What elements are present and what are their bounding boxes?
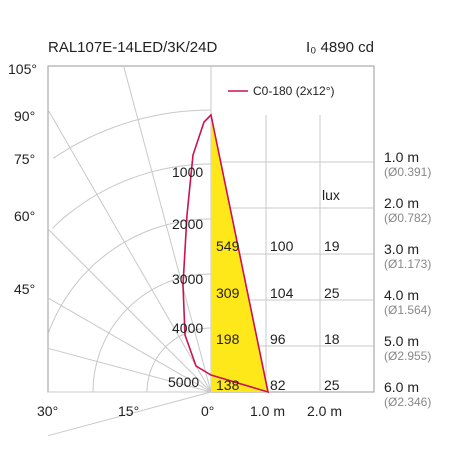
lux-value: 138: [216, 377, 240, 393]
distance-label-2m: 2.0 m: [307, 403, 342, 419]
row-diameter: (Ø2.955): [384, 349, 431, 363]
distance-label-1m: 1.0 m: [250, 403, 285, 419]
lux-value: 96: [270, 331, 286, 347]
legend-label: C0-180 (2x12°): [253, 84, 335, 98]
intensity-label-4000: 4000: [172, 320, 203, 336]
lux-value: 18: [324, 331, 340, 347]
row-distance: 6.0 m: [384, 379, 419, 395]
polar-radial: [47, 347, 212, 393]
polar-radial: [47, 228, 212, 393]
lux-value: 82: [270, 377, 286, 393]
angle-label-15: 15°: [118, 403, 139, 419]
polar-radial: [47, 297, 212, 393]
lux-value: 104: [270, 285, 294, 301]
polar-radial: [123, 65, 212, 393]
row-diameter: (Ø1.173): [384, 257, 431, 271]
lux-value: 19: [324, 238, 340, 254]
intensity-label-5000: 5000: [168, 374, 199, 390]
angle-label-30: 30°: [37, 403, 58, 419]
lux-value: 309: [216, 285, 240, 301]
lux-value: 25: [324, 377, 340, 393]
lux-value: 198: [216, 331, 240, 347]
distance-grid: [211, 115, 374, 392]
row-distance: 5.0 m: [384, 333, 419, 349]
lux-header: lux: [322, 187, 340, 203]
lux-value: 25: [324, 285, 340, 301]
angle-label-75: 75°: [14, 151, 35, 167]
angle-label-60: 60°: [14, 208, 35, 224]
row-distance: 3.0 m: [384, 241, 419, 257]
lux-value: 100: [270, 238, 294, 254]
intensity-label-3000: 3000: [172, 271, 203, 287]
c0-180-intensity-curve: [182, 113, 270, 394]
row-distance: 4.0 m: [384, 287, 419, 303]
angle-label-105: 105°: [8, 61, 37, 77]
row-diameter: (Ø2.346): [384, 395, 431, 409]
polar-radial: [47, 391, 212, 437]
angle-label-45: 45°: [14, 281, 35, 297]
angle-label-0: 0°: [201, 403, 214, 419]
row-distance: 1.0 m: [384, 149, 419, 165]
intensity-label-2000: 2000: [172, 216, 203, 232]
polar-radial: [47, 109, 212, 393]
row-distance: 2.0 m: [384, 195, 419, 211]
polar-ring: [52, 163, 212, 229]
lux-value: 549: [216, 238, 240, 254]
polar-ring: [47, 218, 212, 333]
row-diameter: (Ø0.782): [384, 211, 431, 225]
angle-label-90: 90°: [14, 108, 35, 124]
row-diameter: (Ø1.564): [384, 303, 431, 317]
product-code: RAL107E-14LED/3K/24D: [48, 39, 217, 56]
row-diameter: (Ø0.391): [384, 165, 431, 179]
intensity-label-1000: 1000: [172, 164, 203, 180]
polar-ring: [53, 109, 212, 159]
peak-intensity: I₀ 4890 cd: [306, 39, 374, 56]
